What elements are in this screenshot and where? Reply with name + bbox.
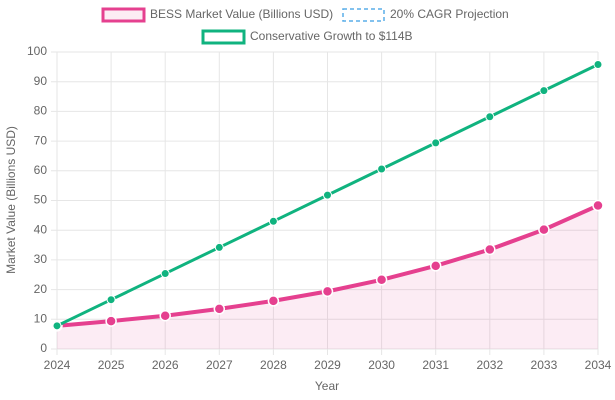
legend-label: Conservative Growth to $114B [250, 29, 413, 43]
x-tick-label: 2029 [314, 358, 341, 372]
x-tick-label: 2033 [531, 358, 558, 372]
legend-swatch [201, 29, 246, 45]
x-axis-title: Year [315, 379, 339, 393]
legend-label: BESS Market Value (Billions USD) [150, 7, 333, 21]
point [539, 86, 549, 96]
y-tick-label: 10 [34, 311, 48, 325]
y-tick-label: 0 [40, 341, 47, 355]
point [592, 199, 604, 212]
legend-label: 20% CAGR Projection [390, 7, 509, 21]
x-tick-label: 2027 [206, 358, 233, 372]
y-tick-label: 80 [34, 104, 48, 118]
legend-swatch [101, 7, 146, 23]
point [52, 321, 62, 331]
x-tick-label: 2032 [476, 358, 503, 372]
point [323, 190, 332, 200]
point [429, 260, 442, 272]
point [160, 269, 170, 279]
point [377, 164, 387, 174]
point [268, 216, 278, 226]
point [106, 295, 116, 305]
x-tick-label: 2034 [585, 358, 612, 372]
point [538, 223, 550, 236]
y-tick-label: 100 [27, 44, 47, 58]
x-tick-label: 2026 [152, 358, 179, 372]
y-tick-label: 60 [34, 163, 48, 177]
point [213, 303, 226, 315]
point [593, 59, 603, 69]
y-tick-label: 90 [34, 74, 48, 88]
point [375, 274, 388, 286]
point [321, 285, 334, 298]
point [159, 309, 171, 322]
y-tick-label: 40 [34, 222, 48, 236]
y-tick-label: 30 [34, 252, 48, 266]
x-tick-label: 2028 [260, 358, 287, 372]
y-axis-title: Market Value (Billions USD) [4, 126, 18, 274]
point [267, 295, 280, 307]
x-tick-label: 2031 [422, 358, 449, 372]
x-tick-label: 2030 [368, 358, 395, 372]
point [105, 315, 117, 327]
point [431, 138, 441, 148]
point [484, 243, 496, 256]
x-tick-label: 2025 [98, 358, 125, 372]
y-tick-label: 50 [34, 193, 48, 207]
point [214, 242, 224, 252]
legend-swatch [342, 8, 385, 22]
y-tick-label: 20 [34, 282, 48, 296]
point [485, 112, 495, 122]
y-tick-label: 70 [34, 133, 48, 147]
x-tick-label: 2024 [44, 358, 71, 372]
